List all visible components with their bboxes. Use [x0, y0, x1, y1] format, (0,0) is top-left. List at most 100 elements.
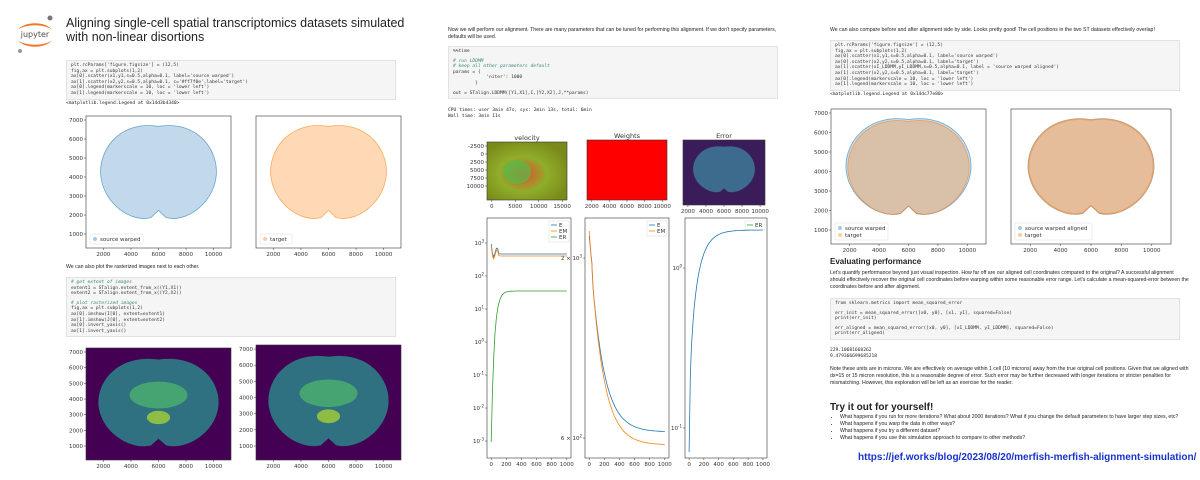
y-tick-label: 4000: [239, 396, 253, 402]
code-cell: %%time # run LDDMM # keep all other parame…: [448, 46, 778, 100]
legend-label: ER: [559, 235, 566, 241]
code-line: ax[1].imshow(J[0], extent=extent2): [71, 317, 166, 323]
x-tick-label: 4000: [872, 248, 886, 254]
y-tick-label: 10-2: [473, 404, 484, 413]
x-tick-label: 1000: [560, 462, 574, 468]
bullet-item: What happens if you use this simulation …: [840, 435, 1200, 442]
x-tick-label: 6000: [620, 204, 634, 210]
y-tick-label: 1000: [69, 232, 83, 238]
x-tick-label: 10000: [530, 204, 548, 210]
x-tick-label: 600: [728, 462, 739, 468]
x-tick-label: 4000: [294, 252, 308, 258]
x-tick-label: 2000: [266, 464, 280, 470]
legend-box: [834, 222, 889, 241]
plot-title: velocity: [514, 134, 540, 142]
y-tick-label: 4000: [69, 175, 83, 181]
code-group: plt.rcParams['figure.figsize'] = (12,5) f…: [71, 63, 391, 97]
section-heading: Try it out for yourself!: [830, 402, 934, 413]
legend-marker: [1018, 233, 1022, 237]
tissue-shape: [1028, 119, 1154, 214]
code-line: ax[0].imshow(I[0], extent=extent1): [71, 311, 166, 317]
y-tick-label: -2500: [468, 144, 484, 150]
cell-output: <matplotlib.legend.Legend at 0x14d3b4340…: [66, 101, 180, 106]
code-line: fig,ax = plt.subplots(1,2): [835, 48, 907, 54]
y-tick-label: 103: [474, 239, 484, 248]
loss-curve: [588, 235, 665, 432]
code-line: ax[0].invert_yaxis(): [71, 323, 127, 329]
tick-part: 10: [473, 439, 480, 445]
code-group: err_aligned = mean_squared_error([x0, y0…: [835, 326, 1175, 337]
code-line: ax[1].scatter(xI_LDDMM,yI_LDDMM,s=0.5,al…: [835, 65, 1060, 71]
y-tick-label: 1000: [69, 444, 83, 450]
output-line: CPU times: user 3min 47s, sys: 2min 13s,…: [448, 108, 592, 113]
tick-part: 10: [473, 406, 480, 412]
cell-output: CPU times: user 3min 47s, sys: 2min 13s,…: [448, 108, 592, 120]
image-highlight: [146, 410, 171, 425]
output-line: Wall time: 3min 11s: [448, 113, 501, 119]
y-tick-label: 7500: [470, 176, 484, 182]
code-group: plt.rcParams['figure.figsize'] = (12,5) f…: [835, 43, 1175, 88]
y-tick-label: 6000: [814, 131, 828, 137]
y-tick-label: 2000: [69, 213, 83, 219]
legend-box: [1014, 222, 1093, 241]
x-tick-label: 2000: [585, 204, 599, 210]
code-cell: from sklearn.metrics import mean_squared…: [830, 298, 1180, 340]
x-tick-label: 6000: [717, 209, 731, 215]
x-tick-label: 8000: [179, 252, 193, 258]
tick-part: 2: [481, 272, 484, 277]
code-line: fig,ax = plt.subplots(1,2): [71, 306, 143, 312]
legend-marker: [838, 226, 842, 230]
logo-arc: [18, 23, 52, 30]
y-tick-label: 5000: [814, 150, 828, 156]
tissue-shape: [1027, 118, 1155, 215]
y-tick-label: 1000: [814, 228, 828, 234]
paragraph: Let's quantify performance beyond just v…: [830, 270, 1189, 290]
loss-curve: [688, 229, 763, 453]
code-cell: plt.rcParams['figure.figsize'] = (12,5) f…: [66, 60, 396, 100]
tick-part: 10: [572, 256, 579, 262]
plot-title: Error: [716, 132, 732, 140]
x-tick-label: 2000: [843, 248, 857, 254]
code-line: # run LDDMM: [453, 58, 484, 64]
tick-part: -1: [678, 424, 682, 429]
y-tick-label: 7000: [239, 347, 253, 353]
code-line: # get extent of images: [71, 280, 132, 285]
tick-part: 2: [579, 434, 582, 439]
tick-part: -3: [480, 437, 484, 442]
code-group: out = STalign.LDDMM([Y1,X1],I,[Y2,X2],J,…: [453, 91, 773, 97]
legend-box: [89, 233, 144, 245]
code-line: # plot rasterized images: [71, 300, 138, 306]
x-tick-label: 0: [687, 462, 691, 468]
code-line: ax[0].legend(markerscale = 10, loc = 'lo…: [835, 76, 974, 82]
paragraph: We can also compare before and after ali…: [830, 27, 1155, 33]
code-line: 'niter': 1000: [453, 75, 523, 81]
y-tick-label: 5000: [69, 381, 83, 387]
y-tick-label: 7000: [69, 350, 83, 356]
tick-part: 10: [473, 373, 480, 379]
legend-label: target: [845, 233, 863, 239]
tick-part: 10: [671, 426, 678, 432]
tick-part: 10: [572, 436, 579, 442]
tick-part: 0: [481, 338, 484, 343]
x-tick-label: 0: [490, 204, 494, 210]
code-line: ax[1].scatter(x2,y2,s=0.5,alpha=0.1, lab…: [835, 70, 979, 76]
figure: 7000 6000 5000 4000 3000 2000 1000 2000 4000 6000…: [69, 344, 402, 470]
y-tick-label: 7000: [814, 111, 828, 117]
code-line: extent1 = STalign.extent_from_x((Y1,X1)): [71, 285, 182, 291]
code-line: # keep all other parameters default: [453, 64, 550, 70]
x-tick-label: 1000: [658, 462, 672, 468]
tick-part: 0: [679, 264, 682, 269]
image-highlight: [129, 381, 188, 409]
x-tick-label: 200: [501, 462, 512, 468]
code-group: # plot rasterized images fig,ax = plt.sub…: [71, 301, 391, 335]
code-line: extent2 = STalign.extent_from_x((Y2,X2)): [71, 291, 182, 297]
section-heading: Evaluating performance: [830, 257, 922, 266]
y-tick-label: 10-1: [671, 424, 682, 433]
y-tick-label: 0: [481, 152, 485, 158]
code-group: from sklearn.metrics import mean_squared…: [835, 301, 1175, 307]
x-tick-label: 4000: [699, 209, 713, 215]
axes-frame: [684, 217, 768, 459]
output-line: 229.10681668262: [830, 348, 872, 353]
x-tick-label: 2000: [266, 252, 280, 258]
legend-marker: [1018, 226, 1022, 230]
